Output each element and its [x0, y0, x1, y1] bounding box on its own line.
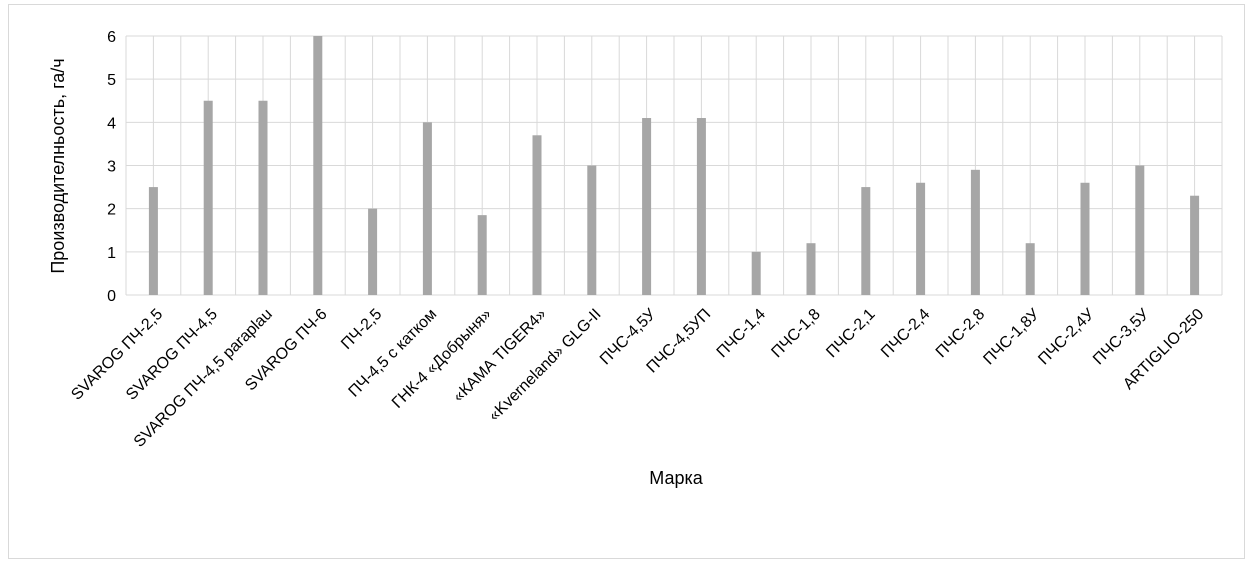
y-tick-labels: 0 1 2 3 4 5 6	[107, 29, 116, 305]
y-tick-label: 5	[107, 72, 116, 89]
bar	[477, 215, 487, 295]
bar	[313, 36, 323, 295]
y-tick-label: 3	[107, 159, 116, 176]
bar	[148, 187, 158, 295]
bar	[1190, 195, 1200, 295]
bar	[203, 100, 213, 295]
bar	[258, 100, 268, 295]
x-tick-label: ПЧС-2,4	[878, 306, 933, 361]
y-tick-label: 4	[107, 115, 116, 132]
x-tick-label: ГНК-4 «Добрыня»	[389, 306, 495, 412]
x-tick-label: ПЧС-1,8	[768, 306, 823, 361]
bar	[1135, 165, 1145, 295]
x-tick-label: ПЧС-1,8У	[980, 305, 1043, 368]
y-tick-label: 2	[107, 202, 116, 219]
y-axis-title: Производителньость, га/ч	[48, 58, 68, 273]
chart-frame	[8, 4, 1245, 559]
x-tick-label: ПЧ-2,5	[338, 306, 385, 353]
x-tick-label: «Kverneland» GLG-II	[486, 306, 605, 425]
bar	[368, 208, 378, 295]
x-tick-label: ПЧС-2,1	[823, 306, 878, 361]
x-tick-label: ПЧС-2,8	[933, 306, 988, 361]
bar	[422, 122, 432, 295]
x-tick-label: ПЧС-1,4	[714, 306, 769, 361]
bar	[970, 169, 980, 295]
bar	[642, 118, 652, 296]
bar	[1080, 182, 1090, 295]
x-axis-title: Марка	[649, 468, 703, 488]
x-tick-label: ПЧС-2,4У	[1035, 305, 1098, 368]
bar	[587, 165, 597, 295]
bar	[861, 187, 871, 295]
bar	[916, 182, 926, 295]
bar	[696, 118, 706, 296]
x-tick-label: SVAROG ПЧ-4,5	[123, 306, 221, 404]
bar	[806, 243, 816, 295]
x-tick-label: «КАМА TIGER4»	[450, 306, 550, 406]
bar	[532, 135, 542, 295]
bar	[1025, 243, 1035, 295]
grid-lines	[125, 35, 1223, 296]
y-tick-label: 0	[107, 288, 116, 305]
x-tick-label: SVAROG ПЧ-2,5	[68, 306, 166, 404]
bars	[148, 36, 1200, 296]
bar	[751, 251, 761, 295]
y-tick-label: 1	[107, 245, 116, 262]
y-tick-label: 6	[107, 29, 116, 46]
